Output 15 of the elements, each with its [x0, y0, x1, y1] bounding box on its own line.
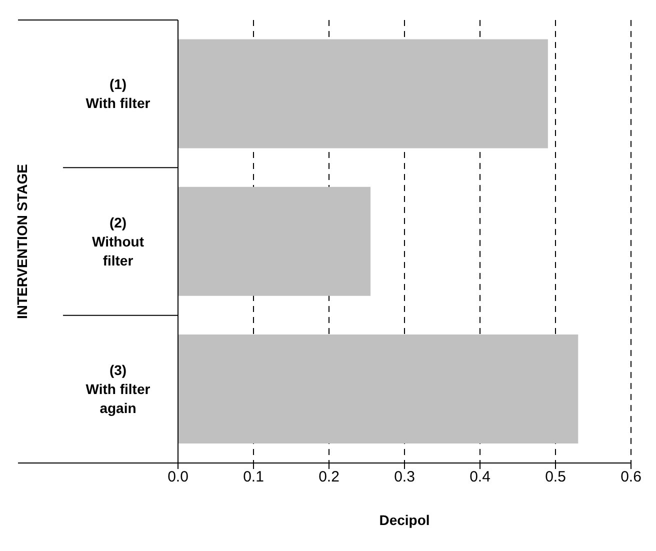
x-tick-label: 0.4 [470, 468, 490, 486]
bar [178, 334, 578, 444]
y-tick-label: (2) Without filter [92, 214, 144, 268]
bar [178, 39, 548, 148]
x-tick-label: 0.1 [243, 468, 264, 486]
y-axis-title: INTERVENTION STAGE [14, 164, 30, 320]
x-tick-label: 0.2 [318, 468, 340, 486]
x-axis-title: Decipol [379, 512, 430, 528]
y-tick-label: (1) With filter [86, 76, 151, 112]
x-tick-label: 0.3 [394, 468, 415, 486]
x-tick-label: 0.6 [620, 468, 642, 486]
bar [178, 186, 371, 296]
x-tick-label: 0.5 [545, 468, 566, 486]
x-tick-label: 0.0 [168, 468, 188, 486]
y-tick-label: (3) With filter again [86, 362, 151, 416]
